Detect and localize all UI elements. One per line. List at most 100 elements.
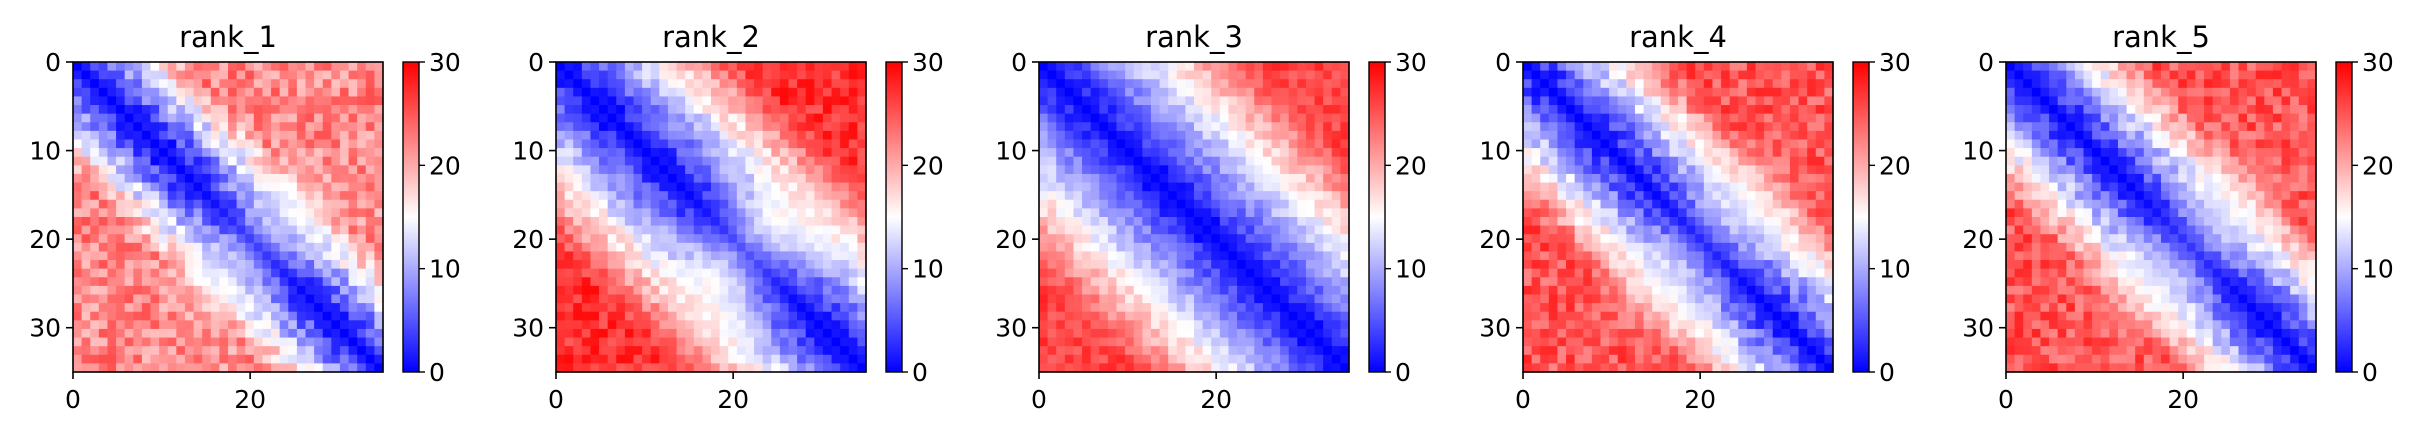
heatmap-cell	[1789, 268, 1800, 278]
heatmap-cell	[1064, 260, 1075, 270]
heatmap-cell	[1125, 354, 1135, 364]
heatmap-cell	[702, 303, 712, 313]
heatmap-cell	[1073, 225, 1083, 235]
heatmap-cell	[788, 268, 798, 278]
heatmap-cell	[1271, 277, 1281, 287]
heatmap-cell	[685, 251, 695, 261]
heatmap-cell	[124, 217, 134, 227]
heatmap-cell	[365, 260, 375, 270]
heatmap-cell	[1176, 303, 1186, 313]
heatmap-cell	[305, 260, 315, 270]
heatmap-cell	[1729, 87, 1739, 98]
heatmap-cell	[1314, 337, 1324, 347]
heatmap-cell	[288, 191, 298, 201]
heatmap-cell	[1591, 62, 1602, 72]
heatmap-cell	[1142, 199, 1152, 209]
heatmap-cell	[1531, 62, 1541, 72]
heatmap-cell	[1331, 191, 1341, 201]
heatmap-cell	[1211, 156, 1221, 166]
heatmap-cell	[590, 285, 600, 296]
heatmap-cell	[1626, 122, 1636, 132]
heatmap-cell	[228, 208, 238, 218]
heatmap-cell	[1781, 182, 1791, 192]
heatmap-cell	[167, 191, 177, 201]
heatmap-cell	[288, 113, 298, 123]
heatmap-cell	[348, 62, 358, 72]
heatmap-cell	[1815, 122, 1825, 132]
heatmap-cell	[1591, 96, 1602, 106]
heatmap-cell	[1262, 208, 1273, 218]
heatmap-cell	[1557, 294, 1567, 304]
heatmap-cell	[314, 199, 324, 209]
heatmap-cell	[1523, 199, 1533, 209]
heatmap-cell	[1090, 225, 1100, 235]
heatmap-cell	[1047, 173, 1057, 184]
heatmap-cell	[1176, 234, 1186, 244]
heatmap-cell	[745, 354, 755, 364]
heatmap-cell	[573, 251, 583, 261]
heatmap-cell	[1314, 234, 1324, 244]
heatmap-cell	[607, 208, 617, 218]
heatmap-cell	[314, 311, 324, 321]
heatmap-cell	[141, 311, 152, 321]
heatmap-cell	[1591, 182, 1602, 192]
heatmap-cell	[1064, 182, 1075, 192]
heatmap-cell	[1142, 148, 1152, 158]
heatmap-cell	[73, 354, 83, 364]
heatmap-cell	[607, 70, 617, 80]
heatmap-cell	[322, 199, 332, 209]
heatmap-cell	[711, 268, 721, 278]
heatmap-cell	[116, 156, 126, 166]
heatmap-cell	[279, 148, 289, 158]
heatmap-cell	[1600, 225, 1610, 235]
heatmap-cell	[1150, 294, 1161, 304]
heatmap-cell	[650, 320, 660, 330]
heatmap-cell	[167, 242, 177, 253]
heatmap-cell	[1523, 285, 1533, 296]
heatmap-cell	[1245, 251, 1255, 261]
heatmap-cell	[305, 354, 315, 364]
heatmap-cell	[736, 303, 747, 313]
heatmap-cell	[1772, 251, 1782, 261]
heatmap-cell	[253, 182, 264, 192]
heatmap-cell	[702, 268, 712, 278]
heatmap-cell	[754, 277, 764, 287]
heatmap-cell	[1047, 225, 1057, 235]
heatmap-cell	[322, 268, 332, 278]
heatmap-cell	[607, 173, 617, 184]
heatmap-cell	[1245, 70, 1255, 80]
heatmap-cell	[365, 208, 375, 218]
heatmap-cell	[590, 277, 600, 287]
heatmap-cell	[1772, 96, 1782, 106]
heatmap-cell	[1652, 268, 1662, 278]
heatmap-cell	[339, 303, 350, 313]
heatmap-cell	[624, 208, 635, 218]
heatmap-cell	[667, 130, 678, 141]
heatmap-cell	[219, 337, 229, 347]
heatmap-cell	[116, 122, 126, 132]
heatmap-cell	[288, 225, 298, 235]
heatmap-cell	[1211, 148, 1221, 158]
heatmap-cell	[1686, 173, 1696, 184]
heatmap-cell	[1056, 363, 1066, 373]
heatmap-cell	[271, 260, 281, 270]
heatmap-cell	[1523, 260, 1533, 270]
heatmap-cell	[590, 294, 600, 304]
heatmap-cell	[90, 173, 100, 184]
heatmap-cell	[1531, 130, 1541, 141]
heatmap-cell	[788, 182, 798, 192]
heatmap-cell	[1159, 285, 1169, 296]
heatmap-cell	[1280, 320, 1290, 330]
heatmap-cell	[1824, 225, 1834, 235]
heatmap-cell	[1652, 242, 1662, 253]
heatmap-cell	[1090, 173, 1100, 184]
heatmap-cell	[779, 208, 790, 218]
heatmap-cell	[1643, 251, 1653, 261]
heatmap-cell	[107, 346, 117, 356]
heatmap-cell	[1073, 268, 1083, 278]
heatmap-cell	[210, 208, 220, 218]
heatmap-cell	[1626, 285, 1636, 296]
heatmap-cell	[719, 62, 729, 72]
heatmap-cell	[339, 105, 350, 115]
heatmap-cell	[805, 70, 815, 80]
